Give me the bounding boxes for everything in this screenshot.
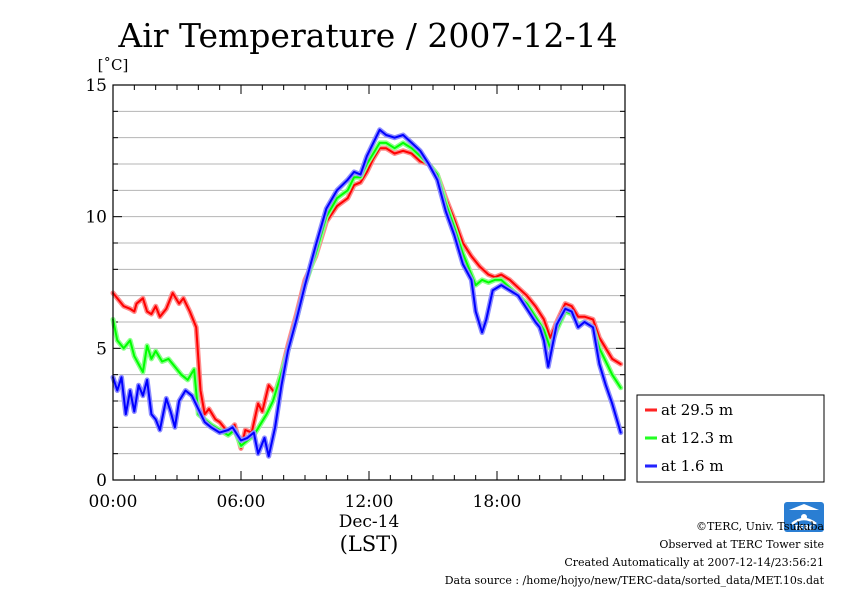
x-ticks: 00:00 06:00 12:00 18:00 [89,85,626,512]
x-tick-label: 06:00 [217,492,266,512]
series-band-0 [110,145,624,451]
legend-label-2: at 1.6 m [661,457,724,475]
credit-copyright: ©TERC, Univ. Tsukuba [695,520,824,533]
chart-title: Air Temperature / 2007-12-14 [117,16,617,55]
x-axis-label: (LST) [340,532,399,556]
x-tick-label: 00:00 [89,492,138,512]
credit-source: Data source : /home/hojyo/new/TERC-data/… [444,574,824,587]
series-lines [110,127,624,459]
legend-label-0: at 29.5 m [661,401,733,419]
legend-box [636,394,825,483]
y-ticks: 0 5 10 15 [85,76,625,491]
y-tick-label: 0 [96,471,107,491]
legend-label-1: at 12.3 m [661,429,733,447]
x-date-label: Dec-14 [339,512,400,532]
y-tick-label: 5 [96,339,107,359]
x-tick-label: 12:00 [345,492,394,512]
credit-created: Created Automatically at 2007-12-14/23:5… [564,556,824,569]
plot-frame [112,84,626,481]
y-tick-label: 15 [85,76,107,96]
grid-lines [113,110,625,455]
y-tick-label: 10 [85,208,107,228]
series-line-0 [112,147,622,450]
series-band-1 [110,140,624,449]
series-band-2 [110,127,624,459]
series-line-2 [112,128,622,458]
x-tick-label: 18:00 [473,492,522,512]
logo-text: TERC [794,524,814,532]
terc-logo: TERC [784,502,824,532]
legend: at 29.5 m at 12.3 m at 1.6 m [636,394,825,483]
credit-observed: Observed at TERC Tower site [659,538,824,551]
series-line-1 [112,141,622,447]
y-axis-unit: [˚C] [98,56,129,74]
